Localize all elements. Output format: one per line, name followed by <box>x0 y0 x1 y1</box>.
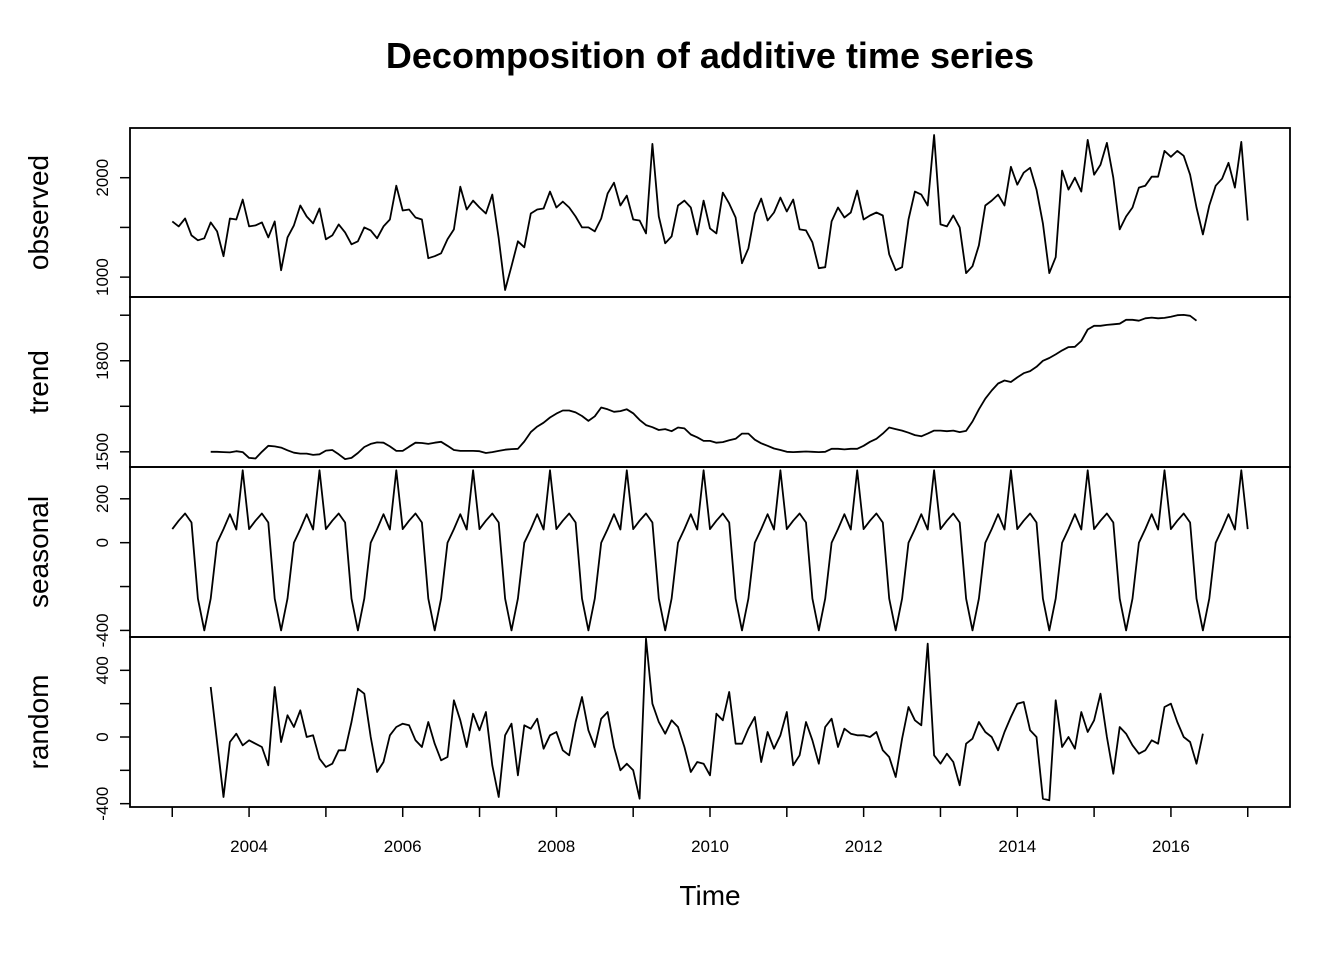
xtick-label: 2012 <box>845 837 883 856</box>
observed-ytick-label: 1000 <box>93 258 112 296</box>
panel-trend: 1500 1800 trend <box>23 296 1291 471</box>
random-ytick-label: 400 <box>93 656 112 684</box>
observed-ytick-label: 2000 <box>93 159 112 197</box>
seasonal-ylabel: seasonal <box>23 496 54 608</box>
observed-series-line <box>171 134 1249 291</box>
random-ytick-label: 0 <box>93 732 112 741</box>
seasonal-series-line <box>171 469 1249 632</box>
xtick-label: 2016 <box>1152 837 1190 856</box>
random-series-line <box>209 637 1204 802</box>
random-ylabel: random <box>23 675 54 770</box>
xtick-label: 2008 <box>537 837 575 856</box>
seasonal-ytick-label: 0 <box>93 538 112 547</box>
observed-ylabel: observed <box>23 155 54 270</box>
seasonal-ytick-label: 200 <box>93 485 112 513</box>
chart-title: Decomposition of additive time series <box>386 35 1034 76</box>
trend-ylabel: trend <box>23 350 54 414</box>
x-axis: 2004 2006 2008 2010 2012 2014 2016 <box>171 806 1249 856</box>
seasonal-ytick-label: -400 <box>93 613 112 647</box>
panels-group: 1000 2000 observed 1500 1800 trend -400 0 200 sea… <box>23 127 1291 821</box>
panel-seasonal: -400 0 200 seasonal <box>23 466 1291 647</box>
random-ytick-label: -400 <box>93 787 112 821</box>
xtick-label: 2004 <box>230 837 268 856</box>
trend-ytick-label: 1500 <box>93 433 112 471</box>
xtick-label: 2006 <box>384 837 422 856</box>
trend-ytick-label: 1800 <box>93 342 112 380</box>
xtick-label: 2014 <box>998 837 1036 856</box>
panel-random: -400 0 400 random <box>23 636 1291 821</box>
panel-observed: 1000 2000 observed <box>23 127 1291 298</box>
xtick-label: 2010 <box>691 837 729 856</box>
trend-series-line <box>210 313 1198 461</box>
x-axis-label: Time <box>679 880 740 911</box>
